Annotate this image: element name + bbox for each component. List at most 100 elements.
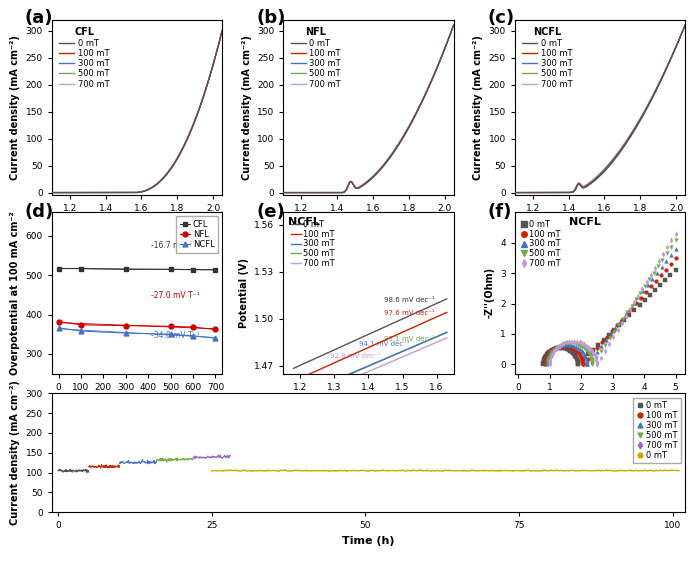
Point — [547, 347, 558, 356]
Point — [579, 340, 590, 349]
Legend: CFL, NFL, NCFL: CFL, NFL, NCFL — [176, 216, 218, 252]
Point — [565, 340, 576, 349]
CFL — [167, 266, 175, 273]
Point — [604, 334, 615, 343]
Y-axis label: Current density (mA cm⁻²): Current density (mA cm⁻²) — [10, 35, 20, 180]
Point — [544, 358, 555, 367]
Point — [623, 310, 635, 319]
Point — [614, 317, 626, 326]
Point — [577, 342, 588, 351]
Line: CFL: CFL — [56, 266, 218, 272]
Text: 98.6 mV dec⁻¹: 98.6 mV dec⁻¹ — [384, 297, 435, 303]
Point — [573, 344, 584, 353]
CFL — [211, 266, 219, 273]
Point — [566, 337, 577, 346]
Point — [616, 319, 627, 328]
Text: NCFL: NCFL — [570, 217, 601, 227]
Point — [579, 350, 590, 359]
Point — [558, 340, 569, 349]
Point — [544, 350, 555, 359]
Point — [565, 338, 576, 348]
Point — [653, 262, 664, 271]
Point — [576, 346, 588, 355]
Point — [560, 344, 571, 353]
Point — [552, 342, 563, 351]
Point — [573, 349, 584, 358]
X-axis label: Potential (V vs. RHE): Potential (V vs. RHE) — [80, 219, 194, 229]
Point — [665, 260, 676, 269]
Point — [558, 344, 569, 353]
Point — [613, 321, 624, 330]
Point — [634, 301, 645, 310]
Point — [582, 360, 593, 369]
Point — [586, 358, 597, 367]
Point — [610, 323, 621, 332]
Point — [619, 311, 630, 320]
Point — [575, 352, 586, 361]
Point — [628, 299, 639, 308]
Text: (d): (d) — [25, 203, 54, 221]
Point — [543, 351, 554, 361]
Point — [637, 287, 648, 296]
Point — [575, 341, 586, 350]
Point — [591, 355, 602, 364]
Point — [628, 298, 639, 307]
Point — [572, 357, 583, 366]
Point — [630, 294, 641, 303]
Point — [544, 360, 555, 369]
Point — [559, 342, 570, 351]
Legend: 0 mT, 100 mT, 300 mT, 500 mT, 700 mT: 0 mT, 100 mT, 300 mT, 500 mT, 700 mT — [288, 24, 344, 92]
Point — [563, 340, 574, 349]
Point — [579, 344, 590, 353]
Point — [645, 271, 656, 280]
Point — [556, 341, 567, 350]
CFL — [77, 265, 85, 272]
Point — [582, 360, 593, 369]
Point — [635, 288, 646, 297]
NFL — [189, 324, 197, 331]
Point — [570, 340, 581, 349]
Point — [561, 339, 572, 348]
Point — [541, 360, 552, 369]
Point — [581, 354, 592, 363]
Point — [626, 301, 637, 310]
Point — [670, 229, 681, 238]
Point — [572, 337, 583, 346]
Text: 97.6 mV dec⁻¹: 97.6 mV dec⁻¹ — [384, 310, 435, 316]
NCFL — [77, 328, 85, 335]
Point — [655, 280, 666, 289]
Point — [644, 290, 655, 299]
X-axis label: Potential (V vs. RHE): Potential (V vs. RHE) — [543, 219, 657, 229]
Point — [656, 262, 667, 271]
Point — [639, 295, 650, 305]
Point — [571, 353, 582, 362]
Point — [601, 332, 612, 341]
Point — [650, 285, 661, 294]
Legend: 0 mT, 100 mT, 300 mT, 500 mT, 700 mT: 0 mT, 100 mT, 300 mT, 500 mT, 700 mT — [519, 216, 564, 272]
Point — [596, 342, 607, 351]
Point — [581, 355, 592, 365]
Point — [547, 346, 558, 355]
Point — [541, 358, 552, 367]
Line: NFL: NFL — [56, 319, 218, 332]
Point — [614, 320, 625, 329]
Point — [583, 350, 594, 359]
NCFL — [211, 335, 219, 341]
Y-axis label: Overpotential at 100 mA cm⁻²: Overpotential at 100 mA cm⁻² — [10, 211, 20, 375]
Point — [572, 354, 583, 363]
Text: (b): (b) — [256, 9, 286, 27]
CFL — [122, 266, 130, 273]
Text: (a): (a) — [25, 9, 53, 27]
Point — [538, 354, 549, 363]
Point — [563, 338, 574, 348]
Point — [545, 349, 556, 358]
Point — [577, 358, 588, 367]
Point — [597, 337, 608, 346]
Point — [606, 327, 617, 336]
Point — [540, 351, 552, 361]
Point — [599, 346, 610, 355]
Point — [539, 360, 550, 369]
NFL — [77, 321, 85, 328]
Point — [546, 350, 557, 359]
Point — [550, 344, 561, 353]
